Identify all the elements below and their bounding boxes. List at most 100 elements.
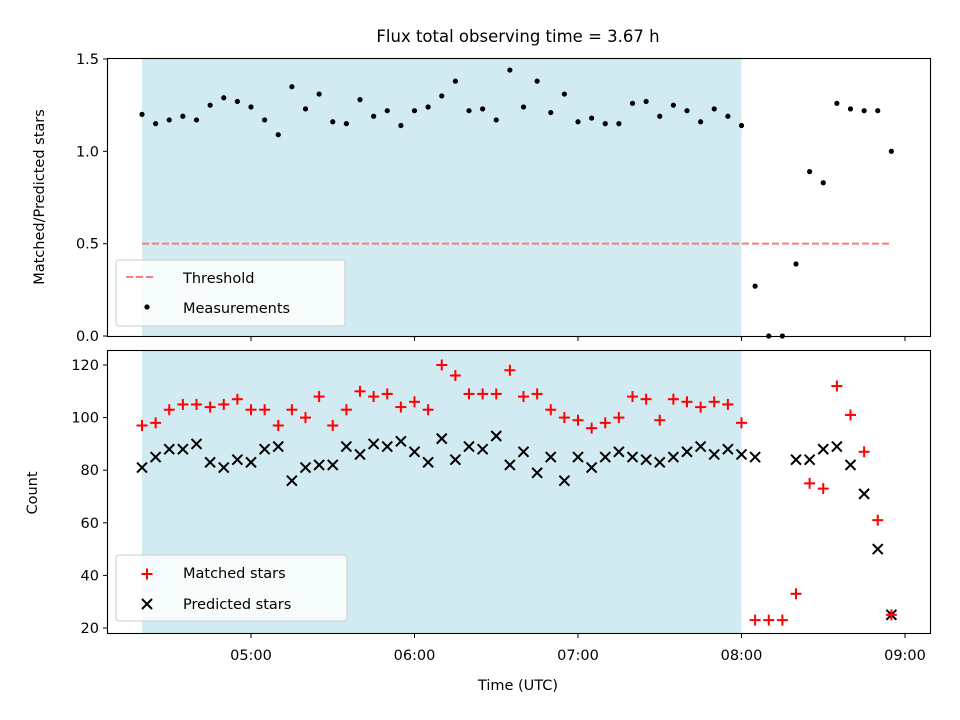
bottom-x-ticks: 05:00 06:00 07:00 08:00 09:00 (230, 633, 926, 664)
matched-star-point (763, 614, 775, 626)
measurement-point (302, 106, 309, 112)
matched-star-point (586, 422, 598, 434)
predicted-star-point (504, 459, 516, 471)
measurement-point (139, 111, 145, 117)
measurement-point (480, 106, 486, 112)
measurement-point (834, 100, 840, 106)
matched-star-point (449, 370, 461, 382)
matched-star-point (736, 417, 747, 429)
y-tick-label: 80 (81, 463, 99, 479)
predicted-star-point (354, 448, 366, 461)
predicted-star-point (681, 446, 693, 458)
measurement-point (602, 121, 608, 127)
matched-star-point (272, 419, 284, 431)
matched-star-point (477, 388, 489, 400)
predicted-star-point (749, 451, 761, 463)
measurement-point (289, 84, 295, 90)
y-tick-label: 60 (81, 516, 99, 532)
predicted-star-point (476, 443, 489, 455)
measurement-point (275, 132, 281, 138)
matched-star-point (613, 412, 625, 424)
legend-measurements-label: Measurements (183, 301, 290, 317)
predicted-star-point (204, 456, 216, 469)
bottom-points (136, 359, 898, 626)
measurement-point (684, 108, 690, 114)
measurement-point (698, 119, 704, 125)
matched-star-point (177, 398, 189, 410)
matched-star-point (558, 412, 570, 424)
predicted-star-point (436, 432, 448, 445)
predicted-star-point (803, 453, 816, 466)
predicted-star-point (340, 440, 353, 453)
measurement-point (793, 261, 799, 267)
y-tick-label: 1.0 (76, 144, 99, 160)
measurement-point (725, 113, 731, 119)
predicted-star-point (694, 440, 707, 453)
measurement-point (493, 117, 499, 123)
legend-cross-marker (141, 598, 153, 610)
measurement-point (357, 97, 363, 103)
bottom-legend: Matched stars Predicted stars (115, 554, 348, 622)
measurement-point (643, 98, 649, 105)
matched-star-point (395, 401, 407, 413)
predicted-star-point (286, 475, 298, 487)
matched-star-point (518, 391, 529, 403)
matched-star-point (722, 398, 734, 410)
matched-star-point (831, 380, 843, 392)
bottom-axes-frame (106, 349, 932, 635)
predicted-star-point (136, 461, 148, 474)
measurement-point (670, 102, 676, 108)
matched-star-point (163, 404, 175, 416)
top-panel: 0.0 0.5 1.0 1.5 Matched/Predicted stars Thr… (32, 52, 932, 345)
predicted-star-point (163, 443, 175, 455)
measurement-point (371, 113, 377, 119)
predicted-star-point (367, 438, 380, 450)
matched-star-point (572, 414, 584, 426)
predicted-star-point (258, 443, 271, 455)
legend-threshold-label: Threshold (182, 271, 254, 287)
bottom-legend-box (115, 554, 348, 622)
measurement-point (861, 108, 867, 114)
measurement-point (384, 108, 390, 114)
measurement-point (657, 113, 663, 119)
matched-star-point (776, 614, 788, 626)
predicted-star-point (599, 451, 611, 463)
matched-star-point (504, 364, 516, 376)
predicted-star-point (313, 459, 325, 471)
x-tick-label: 07:00 (557, 648, 599, 664)
y-tick-label: 20 (81, 621, 99, 637)
predicted-star-point (218, 461, 230, 474)
measurement-point (207, 102, 213, 108)
legend-measurements-swatch (144, 304, 150, 310)
legend-plus-marker (141, 568, 153, 580)
legend-matched-swatch (141, 568, 153, 580)
legend-predicted-label: Predicted stars (183, 597, 291, 613)
measurement-point (534, 78, 540, 84)
measurement-point (507, 67, 513, 73)
measurement-point (316, 91, 322, 97)
matched-star-point (463, 388, 475, 400)
matched-star-point (817, 483, 829, 495)
matched-star-point (804, 477, 816, 489)
y-tick-label: 100 (71, 411, 99, 427)
bottom-y-ticks: 20 40 60 80 100 120 (71, 358, 108, 637)
predicted-star-point (517, 446, 530, 458)
measurement-point (248, 104, 254, 110)
predicted-star-point (463, 440, 475, 453)
predicted-star-point (817, 443, 829, 455)
predicted-star-point (490, 430, 502, 442)
measurement-point (520, 104, 527, 110)
measurement-point (629, 100, 636, 106)
matched-star-point (599, 417, 611, 429)
measurement-point (548, 109, 554, 116)
predicted-star-point (613, 446, 625, 458)
measurement-point (466, 108, 472, 114)
matched-star-point (300, 412, 311, 424)
predicted-star-point (272, 440, 284, 453)
y-tick-label: 0.5 (76, 237, 99, 253)
matched-star-point (858, 446, 870, 458)
measurement-point (888, 148, 894, 154)
matched-star-point (422, 404, 434, 416)
predicted-star-point (245, 456, 257, 469)
measurement-point (425, 104, 431, 110)
